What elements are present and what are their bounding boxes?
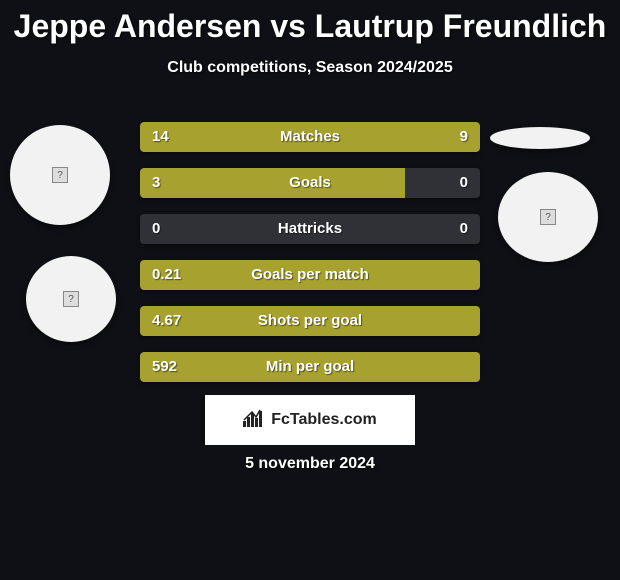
- fctables-logo-icon: [243, 409, 265, 432]
- attribution-badge: FcTables.com: [205, 395, 415, 445]
- stat-row: 0.21Goals per match: [140, 260, 480, 290]
- date-label: 5 november 2024: [0, 455, 620, 473]
- page-subtitle: Club competitions, Season 2024/2025: [0, 59, 620, 77]
- stat-row: 30Goals: [140, 168, 480, 198]
- stat-label: Hattricks: [140, 214, 480, 244]
- placeholder-icon: ?: [52, 167, 68, 183]
- player-right-avatar: ?: [498, 172, 598, 262]
- stat-row: 4.67Shots per goal: [140, 306, 480, 336]
- player-left-avatar-2: ?: [26, 256, 116, 342]
- stat-row: 592Min per goal: [140, 352, 480, 382]
- stat-label: Shots per goal: [140, 306, 480, 336]
- attribution-text: FcTables.com: [271, 411, 377, 429]
- stat-label: Matches: [140, 122, 480, 152]
- player-right-badge: [490, 127, 590, 149]
- placeholder-icon: ?: [540, 209, 556, 225]
- player-left-avatar-1: ?: [10, 125, 110, 225]
- stat-label: Goals per match: [140, 260, 480, 290]
- stat-label: Min per goal: [140, 352, 480, 382]
- stats-container: 149Matches 30Goals 00Hattricks 0.21Goals pe…: [140, 122, 480, 398]
- page-title: Jeppe Andersen vs Lautrup Freundlich: [0, 0, 620, 45]
- stat-row: 00Hattricks: [140, 214, 480, 244]
- stat-row: 149Matches: [140, 122, 480, 152]
- placeholder-icon: ?: [63, 291, 79, 307]
- stat-label: Goals: [140, 168, 480, 198]
